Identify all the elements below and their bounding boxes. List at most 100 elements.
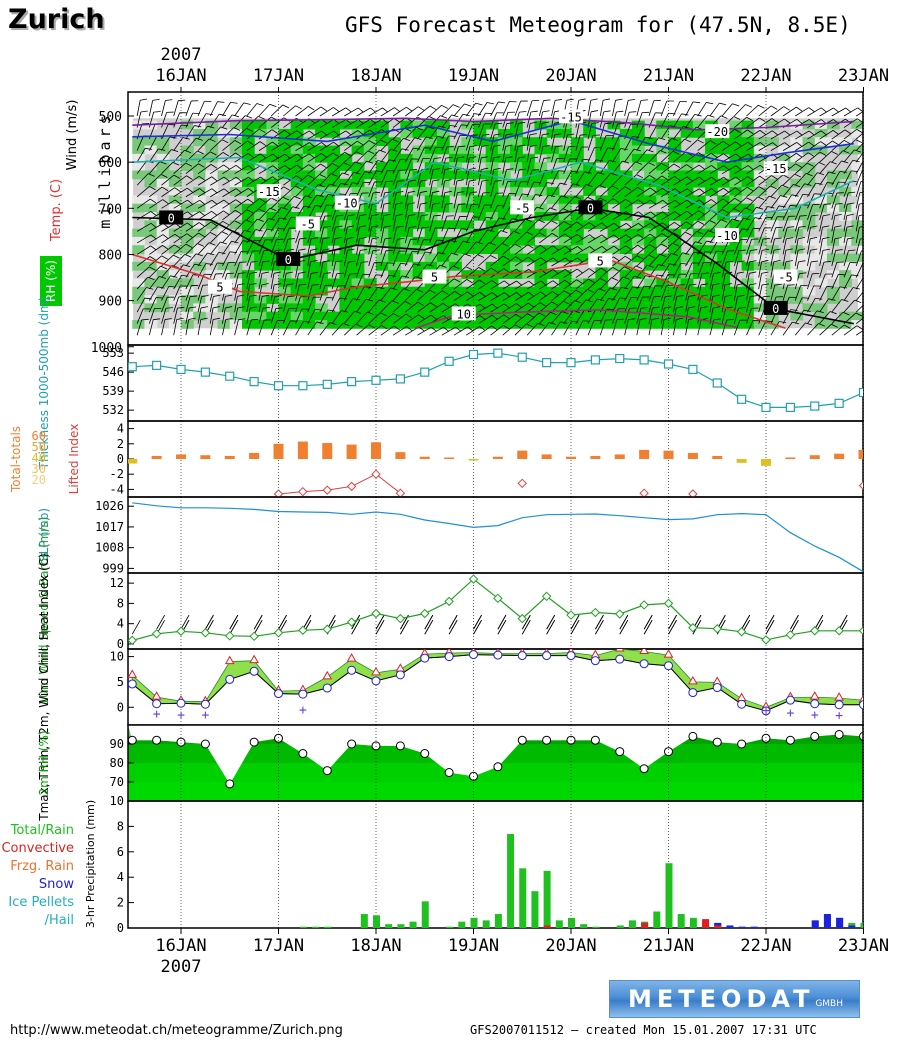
wind-barb — [234, 115, 246, 128]
wind-barb — [197, 188, 213, 198]
rh-cell — [607, 286, 621, 296]
wind-barb-feather — [722, 140, 730, 146]
rh-cell — [766, 286, 779, 296]
rh-cell — [607, 145, 621, 155]
wind-barb-feather — [309, 142, 316, 148]
wind-barb — [331, 141, 346, 151]
wind-barb — [197, 319, 202, 336]
wind-barb — [538, 322, 550, 336]
wind-barb-feather — [490, 255, 497, 259]
wind-barb-feather — [799, 272, 807, 274]
rh-cell — [619, 319, 633, 329]
rh-cell — [790, 286, 804, 296]
wind-barb-feather — [345, 130, 352, 136]
wind-barb — [234, 262, 241, 278]
wind-barb-feather — [495, 122, 503, 125]
wind-barb — [307, 142, 322, 151]
wind-barb-feather — [430, 302, 437, 307]
wind-barb-feather — [723, 165, 730, 171]
wind-barb — [197, 164, 212, 175]
wind-barb — [307, 297, 314, 313]
wind-barb — [490, 134, 495, 151]
wind-barb-feather — [296, 142, 303, 148]
wind-barb — [490, 193, 497, 209]
wind-barb-feather — [284, 165, 291, 171]
wind-barb-feather — [257, 218, 264, 222]
wind-barb — [770, 130, 785, 140]
wind-barb — [648, 233, 663, 244]
wind-barb — [855, 227, 860, 243]
wind-barb — [551, 257, 566, 267]
rh-cell — [692, 295, 706, 304]
rh-cell — [619, 311, 633, 321]
rh-cell — [278, 270, 292, 279]
lifted-index-marker — [517, 478, 527, 489]
rh-cell — [144, 319, 158, 329]
rh-cell — [839, 311, 852, 321]
wind-barb — [514, 157, 519, 174]
wind-barb — [551, 245, 566, 255]
wind-barb — [831, 262, 838, 278]
thickness-marker — [200, 367, 210, 377]
rh-cell — [388, 311, 401, 321]
rh-label: RH (%) — [44, 260, 58, 302]
wind10m-ytick-label: 12 — [110, 576, 124, 590]
rh-cell — [595, 319, 609, 329]
wind-barb — [490, 181, 496, 197]
wind10m-marker — [663, 598, 674, 609]
wind-barb-feather — [786, 237, 794, 240]
slp-label: SLP (mb) — [37, 508, 51, 562]
wind-barb — [136, 266, 150, 278]
rh-cell — [717, 203, 731, 213]
wind-barb-feather — [251, 318, 259, 321]
wind-barb-feather — [659, 150, 667, 154]
wind-barb-feather — [869, 118, 875, 122]
wind-barb-feather — [844, 129, 851, 135]
rh-cell — [400, 128, 414, 138]
wind-barb — [794, 162, 808, 174]
tmin-marker: + — [762, 703, 770, 718]
wind-barb — [246, 273, 251, 290]
stability-ytick-label: 0 — [117, 452, 124, 466]
wind-barb — [417, 181, 422, 197]
rh-cell — [144, 220, 158, 230]
wind-barb-feather — [406, 106, 413, 112]
wind-barb — [368, 287, 378, 301]
rh-cell — [766, 295, 779, 304]
wind-barb-feather — [819, 151, 827, 156]
rh-cell — [278, 278, 292, 288]
precip-ytick-label: 6 — [117, 845, 124, 859]
rh-cell — [266, 295, 280, 304]
wind-barb — [709, 284, 714, 301]
wind-barb-feather — [648, 162, 655, 166]
rh-cell — [583, 311, 596, 321]
wind-barb — [307, 321, 318, 336]
rh-cell — [132, 137, 146, 147]
wind-barb — [514, 291, 529, 301]
rh-cell — [680, 295, 694, 304]
rh-cell — [766, 228, 779, 238]
wind-barb — [441, 240, 451, 255]
rh-cell — [229, 128, 243, 138]
rh-cell — [778, 286, 791, 296]
rh-cell — [485, 153, 499, 163]
wind10m-barb — [864, 620, 872, 634]
rh-cell — [619, 145, 633, 155]
wind-barb-feather — [834, 225, 842, 228]
rh-cell — [705, 261, 718, 271]
wind-barb-feather — [767, 206, 775, 209]
wind-barb — [636, 222, 651, 232]
wind-barb — [368, 299, 380, 313]
wind-barb — [770, 238, 775, 255]
wind-barb — [283, 185, 296, 198]
wind-barb — [587, 267, 602, 278]
wind-barb — [441, 192, 446, 209]
rh-cell — [631, 319, 645, 329]
wind-barb — [843, 107, 858, 117]
rh-cell — [339, 245, 353, 255]
bottom-date-label: 22JAN — [740, 936, 791, 956]
wind-barb — [319, 322, 331, 336]
wind-barb-feather — [639, 317, 648, 320]
rh-cell — [205, 178, 219, 188]
rh-cell — [619, 137, 633, 147]
